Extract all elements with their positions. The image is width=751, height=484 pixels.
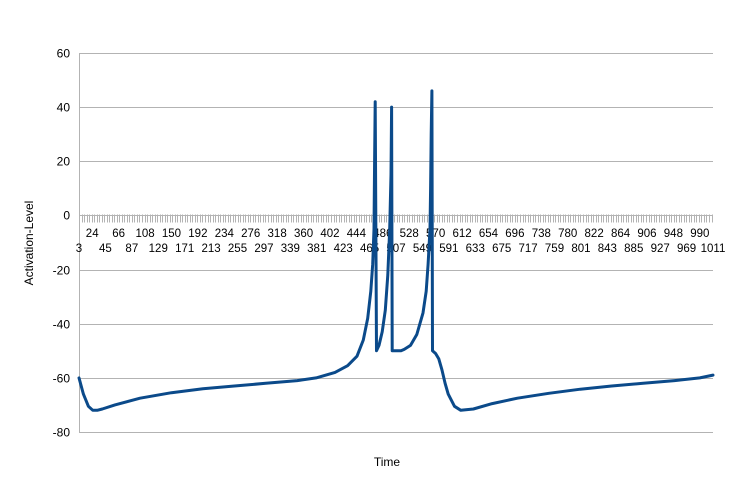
x-tick-label: 3 [76,243,82,255]
x-tick-label: 150 [162,228,181,240]
x-tick-label: 108 [135,228,154,240]
x-tick-label: 1011 [701,243,726,255]
x-tick-label: 297 [254,243,273,255]
x-tick-label: 339 [281,243,300,255]
x-tick-label: 171 [175,243,194,255]
y-tick-label: -20 [53,264,71,278]
x-tick-label: 612 [452,228,471,240]
x-tick-label: 990 [690,228,709,240]
x-tick-label: 87 [125,243,138,255]
x-tick-label: 528 [400,228,419,240]
x-tick-label: 276 [241,228,260,240]
x-tick-label: 402 [320,228,339,240]
x-tick-label: 24 [86,228,99,240]
x-tick-label: 633 [466,243,485,255]
series-layer [77,89,715,412]
x-tick-label: 129 [149,243,168,255]
x-tick-label: 780 [558,228,577,240]
y-tick-label: -40 [53,318,71,332]
y-axis-tick-labels: -80 -60 -40 -20 0 20 40 60 [53,47,71,440]
x-tick-label: 654 [479,228,499,240]
x-tick-label: 696 [505,228,524,240]
x-tick-label: 969 [677,243,696,255]
x-tick-label: 906 [637,228,656,240]
x-tick-label: 213 [201,243,220,255]
x-tick-label: 423 [334,243,353,255]
x-tick-label: 318 [268,228,287,240]
x-tick-label: 66 [112,228,125,240]
x-tick-label: 486 [373,228,392,240]
x-axis: 3 45 87 129 171 213 255 297 339 381 423 465 507 549 59… [76,214,726,255]
y-tick-label: -80 [53,426,71,440]
x-tick-label: 948 [664,228,683,240]
x-tick-label: 255 [228,243,247,255]
x-tick-label: 675 [492,243,511,255]
y-tick-label: 0 [63,209,70,223]
x-tick-label: 738 [532,228,551,240]
x-tick-label: 381 [307,243,326,255]
x-tick-label: 360 [294,228,313,240]
x-tick-label: 591 [439,243,458,255]
y-tick-label: 20 [57,155,71,169]
x-tick-label: 444 [347,228,367,240]
y-tick-label: 40 [57,101,71,115]
x-tick-label: 759 [545,243,564,255]
x-tick-label: 801 [571,243,590,255]
series-line [77,89,715,412]
x-tick-label: 927 [651,243,670,255]
x-tick-label: 45 [99,243,112,255]
x-tick-label: 843 [598,243,617,255]
y-tick-label: 60 [57,47,71,61]
x-tick-label: 192 [188,228,207,240]
x-axis-title: Time [374,455,401,469]
x-tick-label: 885 [624,243,643,255]
y-axis-title: Activation-Level [22,201,36,286]
y-tick-label: -60 [53,372,71,386]
x-tick-label: 549 [413,243,432,255]
x-tick-label: 864 [611,228,631,240]
x-tick-label: 822 [585,228,604,240]
x-tick-label: 717 [518,243,537,255]
x-tick-label: 234 [215,228,235,240]
